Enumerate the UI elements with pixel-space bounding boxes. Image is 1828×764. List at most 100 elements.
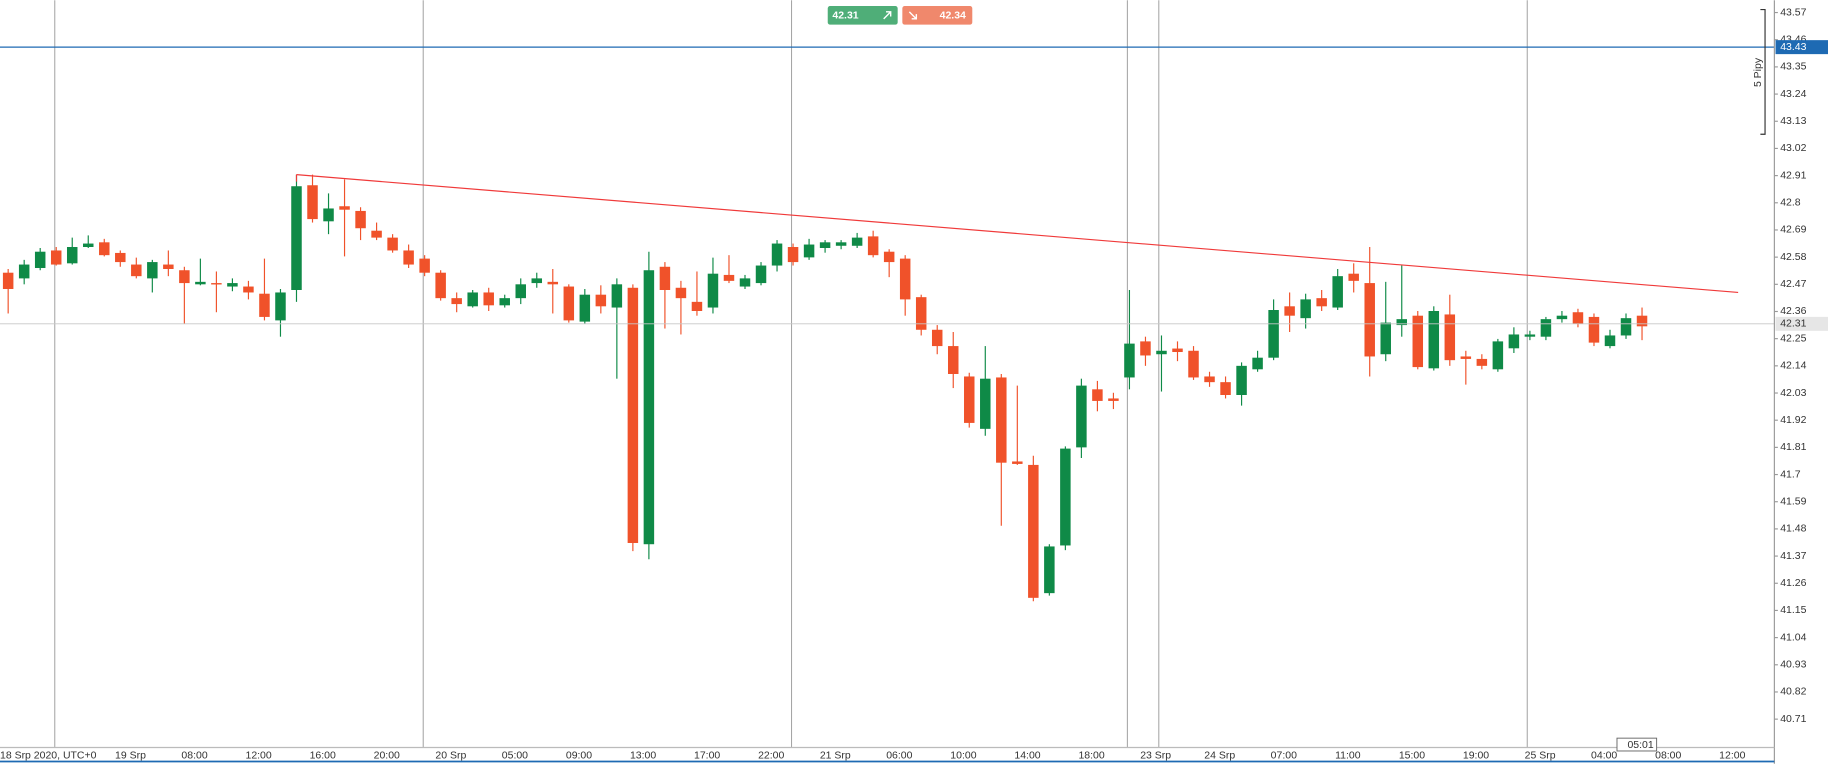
- y-tick-label: 42.58: [1780, 252, 1806, 263]
- candle-body: [66, 247, 78, 264]
- candle-body: [771, 243, 783, 266]
- bid-icon[interactable]: [883, 11, 892, 20]
- candle-body: [50, 250, 62, 265]
- candle-body: [1428, 310, 1440, 369]
- y-tick-label: 43.57: [1780, 7, 1806, 18]
- candle-body: [1364, 283, 1375, 357]
- ask-icon[interactable]: [908, 11, 918, 20]
- x-tick-label: 20 Srp: [435, 750, 466, 761]
- y-tick-label: 41.7: [1780, 469, 1801, 480]
- candle-body: [787, 247, 799, 263]
- horizontal-line-tag: [1775, 40, 1828, 55]
- candle-body: [1092, 389, 1103, 401]
- candle-body: [1524, 334, 1536, 337]
- candle-body: [1060, 448, 1071, 546]
- candle-body: [2, 272, 14, 290]
- y-tick-label: 41.92: [1780, 415, 1806, 426]
- y-tick-label: 42.69: [1780, 225, 1806, 236]
- x-tick-label: 14:00: [1014, 750, 1040, 761]
- candle-body: [883, 251, 895, 263]
- candle-body: [803, 244, 815, 258]
- candle-body: [227, 283, 238, 287]
- x-tick-label: 07:00: [1271, 750, 1297, 761]
- candle-body: [291, 186, 302, 290]
- candle-body: [691, 301, 703, 311]
- candle-body: [339, 206, 350, 210]
- candle-body: [996, 377, 1007, 463]
- y-tick-label: 40.71: [1780, 714, 1806, 725]
- y-tick-label: 41.48: [1780, 524, 1806, 535]
- bid-button[interactable]: 42.31: [827, 6, 898, 25]
- candle-body: [1396, 319, 1408, 326]
- y-tick-label: 41.15: [1780, 605, 1806, 616]
- candle-body: [1492, 341, 1504, 370]
- candle-body: [499, 298, 510, 306]
- candle-body: [563, 286, 575, 321]
- y-tick-label: 43.35: [1780, 62, 1806, 73]
- candle-body: [34, 251, 46, 269]
- candle-body: [1332, 276, 1343, 308]
- candle-body: [419, 258, 430, 273]
- y-tick-label: 40.93: [1780, 660, 1806, 671]
- candle-body: [1636, 315, 1648, 327]
- x-tick-label: 19:00: [1463, 750, 1489, 761]
- candle-body: [851, 237, 863, 246]
- candle-body: [1044, 546, 1055, 594]
- candle-body: [1444, 314, 1456, 361]
- candle-body: [1540, 319, 1552, 337]
- candle-body: [1476, 358, 1488, 366]
- candle-body: [1572, 312, 1584, 324]
- candle-body: [819, 242, 831, 248]
- candle-body: [131, 264, 142, 277]
- candle-body: [259, 293, 270, 317]
- candle-body: [964, 376, 975, 423]
- candle-body: [1012, 461, 1023, 464]
- y-tick-label: 43.13: [1780, 116, 1806, 127]
- candle-body: [1380, 322, 1391, 355]
- candle-body: [1620, 318, 1632, 336]
- y-tick-label: 42.03: [1780, 388, 1806, 399]
- ask-price[interactable]: 42.34: [940, 11, 966, 22]
- x-tick-label: 18:00: [1078, 750, 1104, 761]
- candle-body: [307, 185, 318, 220]
- candle-body: [980, 378, 991, 429]
- candle-body: [1204, 376, 1215, 383]
- candles: [2, 174, 1648, 602]
- candle-body: [1508, 334, 1520, 349]
- x-tick-label: 19 Srp: [115, 750, 146, 761]
- candle-body: [611, 284, 623, 308]
- x-tick-label: 18 Srp 2020, UTC+0: [0, 750, 97, 761]
- y-tick-label: 43.24: [1780, 89, 1806, 100]
- candle-body: [387, 237, 398, 251]
- ask-button[interactable]: 42.34: [902, 6, 973, 25]
- candle-body: [1412, 315, 1424, 368]
- candle-body: [595, 294, 607, 307]
- candle-body: [435, 272, 446, 299]
- y-tick-label: 43.02: [1780, 143, 1806, 154]
- candle-body: [659, 266, 671, 290]
- y-tick-label: 41.81: [1780, 442, 1806, 453]
- candle-body: [1028, 464, 1039, 598]
- scale-bracket: [1760, 8, 1766, 135]
- bid-button-bg[interactable]: [827, 6, 898, 25]
- horizontal-line-label: 43.43: [1780, 42, 1806, 53]
- candle-body: [179, 270, 190, 284]
- candle-body: [483, 292, 494, 306]
- x-tick-label: 05:00: [502, 750, 528, 761]
- ask-button-bg[interactable]: [902, 6, 973, 25]
- candle-body: [1316, 298, 1327, 307]
- candle-body: [403, 250, 414, 265]
- candle-body: [739, 278, 751, 287]
- candle-body: [18, 264, 30, 279]
- x-tick-label: 22:00: [758, 750, 784, 761]
- candle-body: [531, 278, 543, 284]
- x-tick-label: 04:00: [1591, 750, 1617, 761]
- x-tick-label: 09:00: [566, 750, 592, 761]
- candle-body: [755, 265, 767, 284]
- candle-body: [643, 270, 655, 545]
- candle-body: [451, 298, 462, 305]
- bid-price[interactable]: 42.31: [832, 11, 858, 22]
